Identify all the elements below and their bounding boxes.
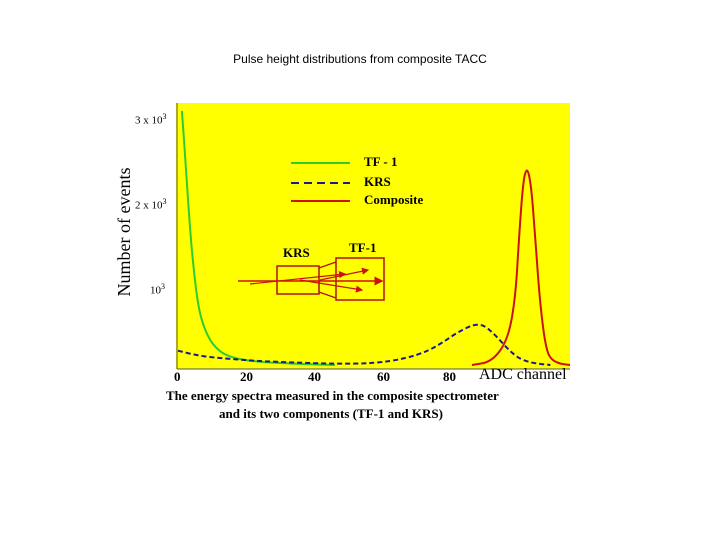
- y-axis-label: Number of events: [114, 167, 134, 297]
- legend-label: Composite: [364, 192, 424, 207]
- detector-diagram: [238, 257, 385, 301]
- light-guide: [318, 261, 337, 299]
- ray-arrow: [249, 271, 347, 285]
- y-tick-exponent: 3: [161, 282, 165, 291]
- series-line-tf-1: [180, 110, 335, 366]
- series-line-krs: [177, 323, 551, 366]
- y-tick-label: 103: [150, 282, 165, 297]
- detector-right-label: TF-1: [349, 240, 377, 255]
- y-tick-label: 3 x 103: [135, 112, 167, 127]
- legend: [291, 162, 350, 202]
- legend-label: KRS: [364, 174, 391, 189]
- x-tick-label: 80: [443, 369, 456, 384]
- krs-box: [276, 265, 320, 295]
- series-line-composite: [471, 169, 571, 366]
- x-axis-label: ADC channel: [479, 366, 567, 383]
- x-tick-label: 60: [377, 369, 390, 384]
- detector-left-label: KRS: [283, 245, 310, 260]
- tf1-box: [335, 257, 385, 301]
- y-tick-exponent: 3: [162, 197, 167, 206]
- page-title: Pulse height distributions from composit…: [233, 52, 487, 66]
- ray-arrow: [319, 267, 370, 281]
- ray-arrow: [299, 279, 364, 293]
- legend-label: TF - 1: [364, 154, 398, 169]
- x-tick-label: 40: [308, 369, 321, 384]
- x-tick-label: 0: [174, 369, 181, 384]
- plot-background: [176, 103, 570, 369]
- y-tick-base: 10: [150, 284, 161, 297]
- y-tick-label: 2 x 103: [135, 197, 167, 212]
- y-tick-base: 3 x 10: [135, 114, 163, 127]
- y-tick-base: 2 x 10: [135, 199, 163, 212]
- caption-line-1: The energy spectra measured in the compo…: [166, 388, 499, 403]
- x-tick-label: 20: [240, 369, 253, 384]
- caption-line-2: and its two components (TF-1 and KRS): [219, 406, 443, 421]
- y-tick-exponent: 3: [162, 112, 167, 121]
- series-group: [177, 110, 571, 366]
